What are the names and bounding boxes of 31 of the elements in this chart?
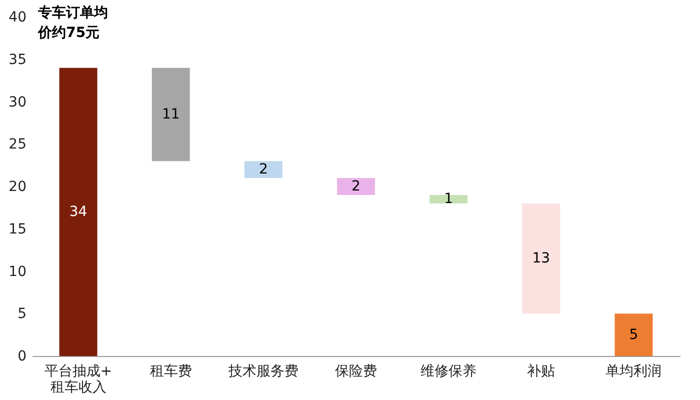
data-label: 2 <box>352 178 360 194</box>
data-label: 34 <box>69 204 88 220</box>
x-tick-label: 补贴 <box>527 364 556 380</box>
data-label: 2 <box>258 162 268 178</box>
x-tick-label: 保险费 <box>335 364 377 380</box>
y-tick-label: 5 <box>18 306 26 322</box>
bar <box>244 161 282 178</box>
x-tick-label: 技术服务费 <box>227 364 298 380</box>
y-tick-label: 20 <box>8 179 26 195</box>
y-tick-label: 30 <box>8 94 26 110</box>
x-tick-label: 单均利润 <box>606 364 662 380</box>
bar <box>430 194 468 204</box>
y-tick-label: 10 <box>8 264 26 280</box>
data-label: 13 <box>532 250 550 267</box>
chart-title: 专车订单均价约75元 <box>37 4 108 41</box>
data-label: 11 <box>162 106 180 122</box>
bar <box>59 68 98 356</box>
bar <box>614 314 653 356</box>
y-tick-label: 15 <box>8 221 26 238</box>
x-tick-label: 租车费 <box>150 364 192 380</box>
y-tick-label: 25 <box>8 136 26 153</box>
y-tick-label: 0 <box>18 348 26 364</box>
data-label: 1 <box>444 191 454 208</box>
y-tick-label: 40 <box>8 10 26 26</box>
bar <box>522 203 560 314</box>
data-label: 5 <box>629 326 638 343</box>
bar <box>337 178 375 195</box>
x-tick-label: 平台抽成+租车收入 <box>44 364 112 396</box>
x-tick-label: 维修保养 <box>420 364 477 380</box>
y-tick-label: 35 <box>8 52 26 68</box>
bar <box>152 68 190 162</box>
